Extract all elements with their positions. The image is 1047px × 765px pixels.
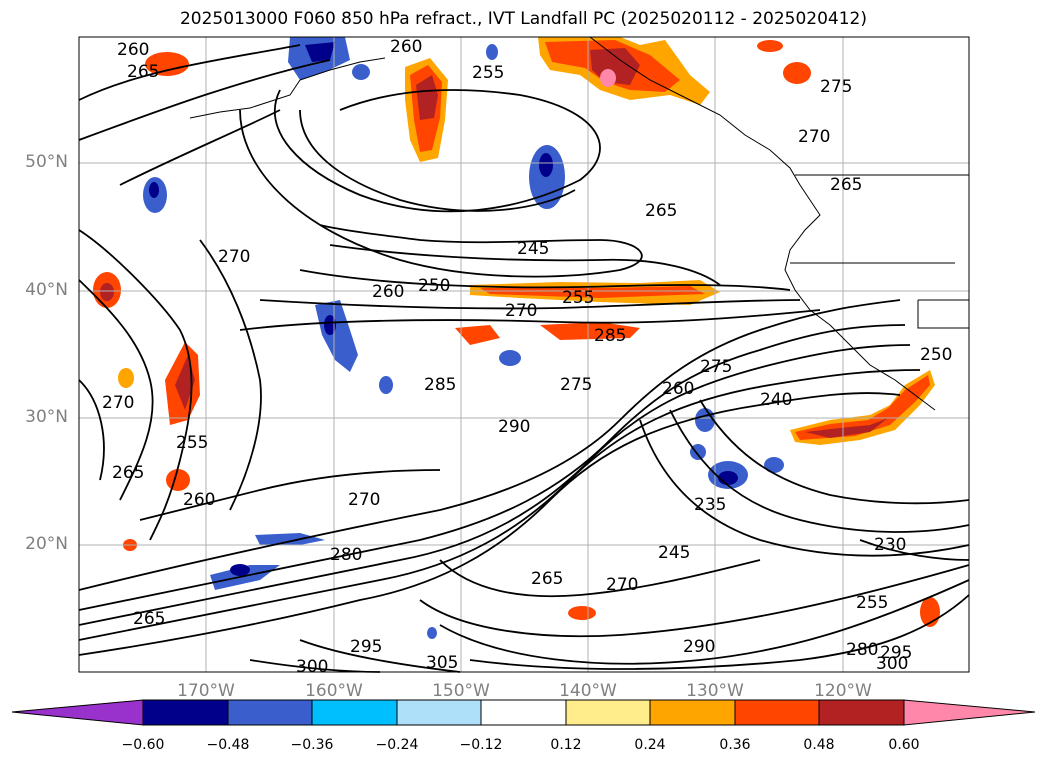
contour-label: 270 [798, 127, 830, 147]
contour-label: 290 [683, 637, 715, 657]
colorbar-extend-min [11, 699, 144, 726]
contour-label: 250 [418, 276, 450, 296]
contour-label: 265 [112, 463, 144, 483]
contour-label: 290 [498, 417, 530, 437]
colorbar-tick-label: 0.60 [888, 737, 920, 753]
contour-label: 260 [390, 37, 422, 57]
contour-label: 305 [426, 653, 458, 673]
lon-label: 150°W [432, 681, 490, 701]
contour-label: 300 [296, 657, 328, 677]
contour-label: 265 [127, 62, 159, 82]
contour-label: 235 [694, 495, 726, 515]
coastlines [189, 36, 969, 411]
map-border [78, 36, 970, 673]
contour-label: 295 [880, 643, 912, 663]
colorbar-tick-label: −0.48 [206, 737, 250, 753]
lon-label: 130°W [686, 681, 744, 701]
colorbar-extend-max [903, 699, 1036, 726]
contour-label: 300 [876, 654, 908, 674]
lon-label: 140°W [559, 681, 617, 701]
contour-label: 260 [183, 490, 215, 510]
contour-label: 285 [424, 375, 456, 395]
contour-label: 270 [606, 575, 638, 595]
contour-label: 265 [830, 175, 862, 195]
lon-label: 120°W [814, 681, 872, 701]
contour-label: 230 [874, 535, 906, 555]
lat-label: 40°N [25, 280, 68, 300]
contour-label: 240 [760, 390, 792, 410]
lat-label: 20°N [25, 534, 68, 554]
contour-label: 255 [856, 593, 888, 613]
contour-label: 270 [218, 247, 250, 267]
contour-label: 270 [348, 490, 380, 510]
contour-label: 275 [700, 357, 732, 377]
colorbar [11, 699, 1036, 726]
colorbar-tick-label: 0.12 [550, 737, 582, 753]
contour-label: 260 [372, 282, 404, 302]
contour-label: 275 [560, 375, 592, 395]
contour-label: 285 [594, 326, 626, 346]
contour-label: 255 [562, 288, 594, 308]
contours [78, 44, 970, 673]
colorbar-tick-label: 0.36 [719, 737, 751, 753]
lat-label: 30°N [25, 407, 68, 427]
contour-label: 255 [176, 433, 208, 453]
contour-labels: 260 265 260 255 275 270 270 265 265 245 … [102, 37, 952, 677]
contour-label: 260 [662, 379, 694, 399]
map-title: 2025013000 F060 850 hPa refract., IVT La… [179, 9, 867, 29]
lon-label: 160°W [305, 681, 363, 701]
contour-label: 245 [658, 543, 690, 563]
contour-label: 280 [330, 545, 362, 565]
contour-label: 280 [846, 640, 878, 660]
colorbar-tick-label: −0.24 [375, 737, 419, 753]
contour-label: 245 [517, 239, 549, 259]
contour-label: 265 [133, 609, 165, 629]
colorbar-tick-label: −0.12 [459, 737, 503, 753]
contour-label: 265 [531, 569, 563, 589]
lon-label: 170°W [177, 681, 235, 701]
colorbar-tick-label: −0.36 [290, 737, 334, 753]
lat-label: 50°N [25, 152, 68, 172]
colorbar-tick-label: 0.48 [803, 737, 835, 753]
contour-label: 250 [920, 345, 952, 365]
contour-label: 255 [472, 63, 504, 83]
contour-label: 270 [102, 393, 134, 413]
colorbar-tick-label: 0.24 [634, 737, 666, 753]
contour-label: 265 [645, 201, 677, 221]
contour-label: 275 [820, 77, 852, 97]
contour-label: 295 [350, 637, 382, 657]
contour-label: 260 [117, 40, 149, 60]
contour-label: 270 [505, 301, 537, 321]
colorbar-tick-label: −0.60 [121, 737, 165, 753]
